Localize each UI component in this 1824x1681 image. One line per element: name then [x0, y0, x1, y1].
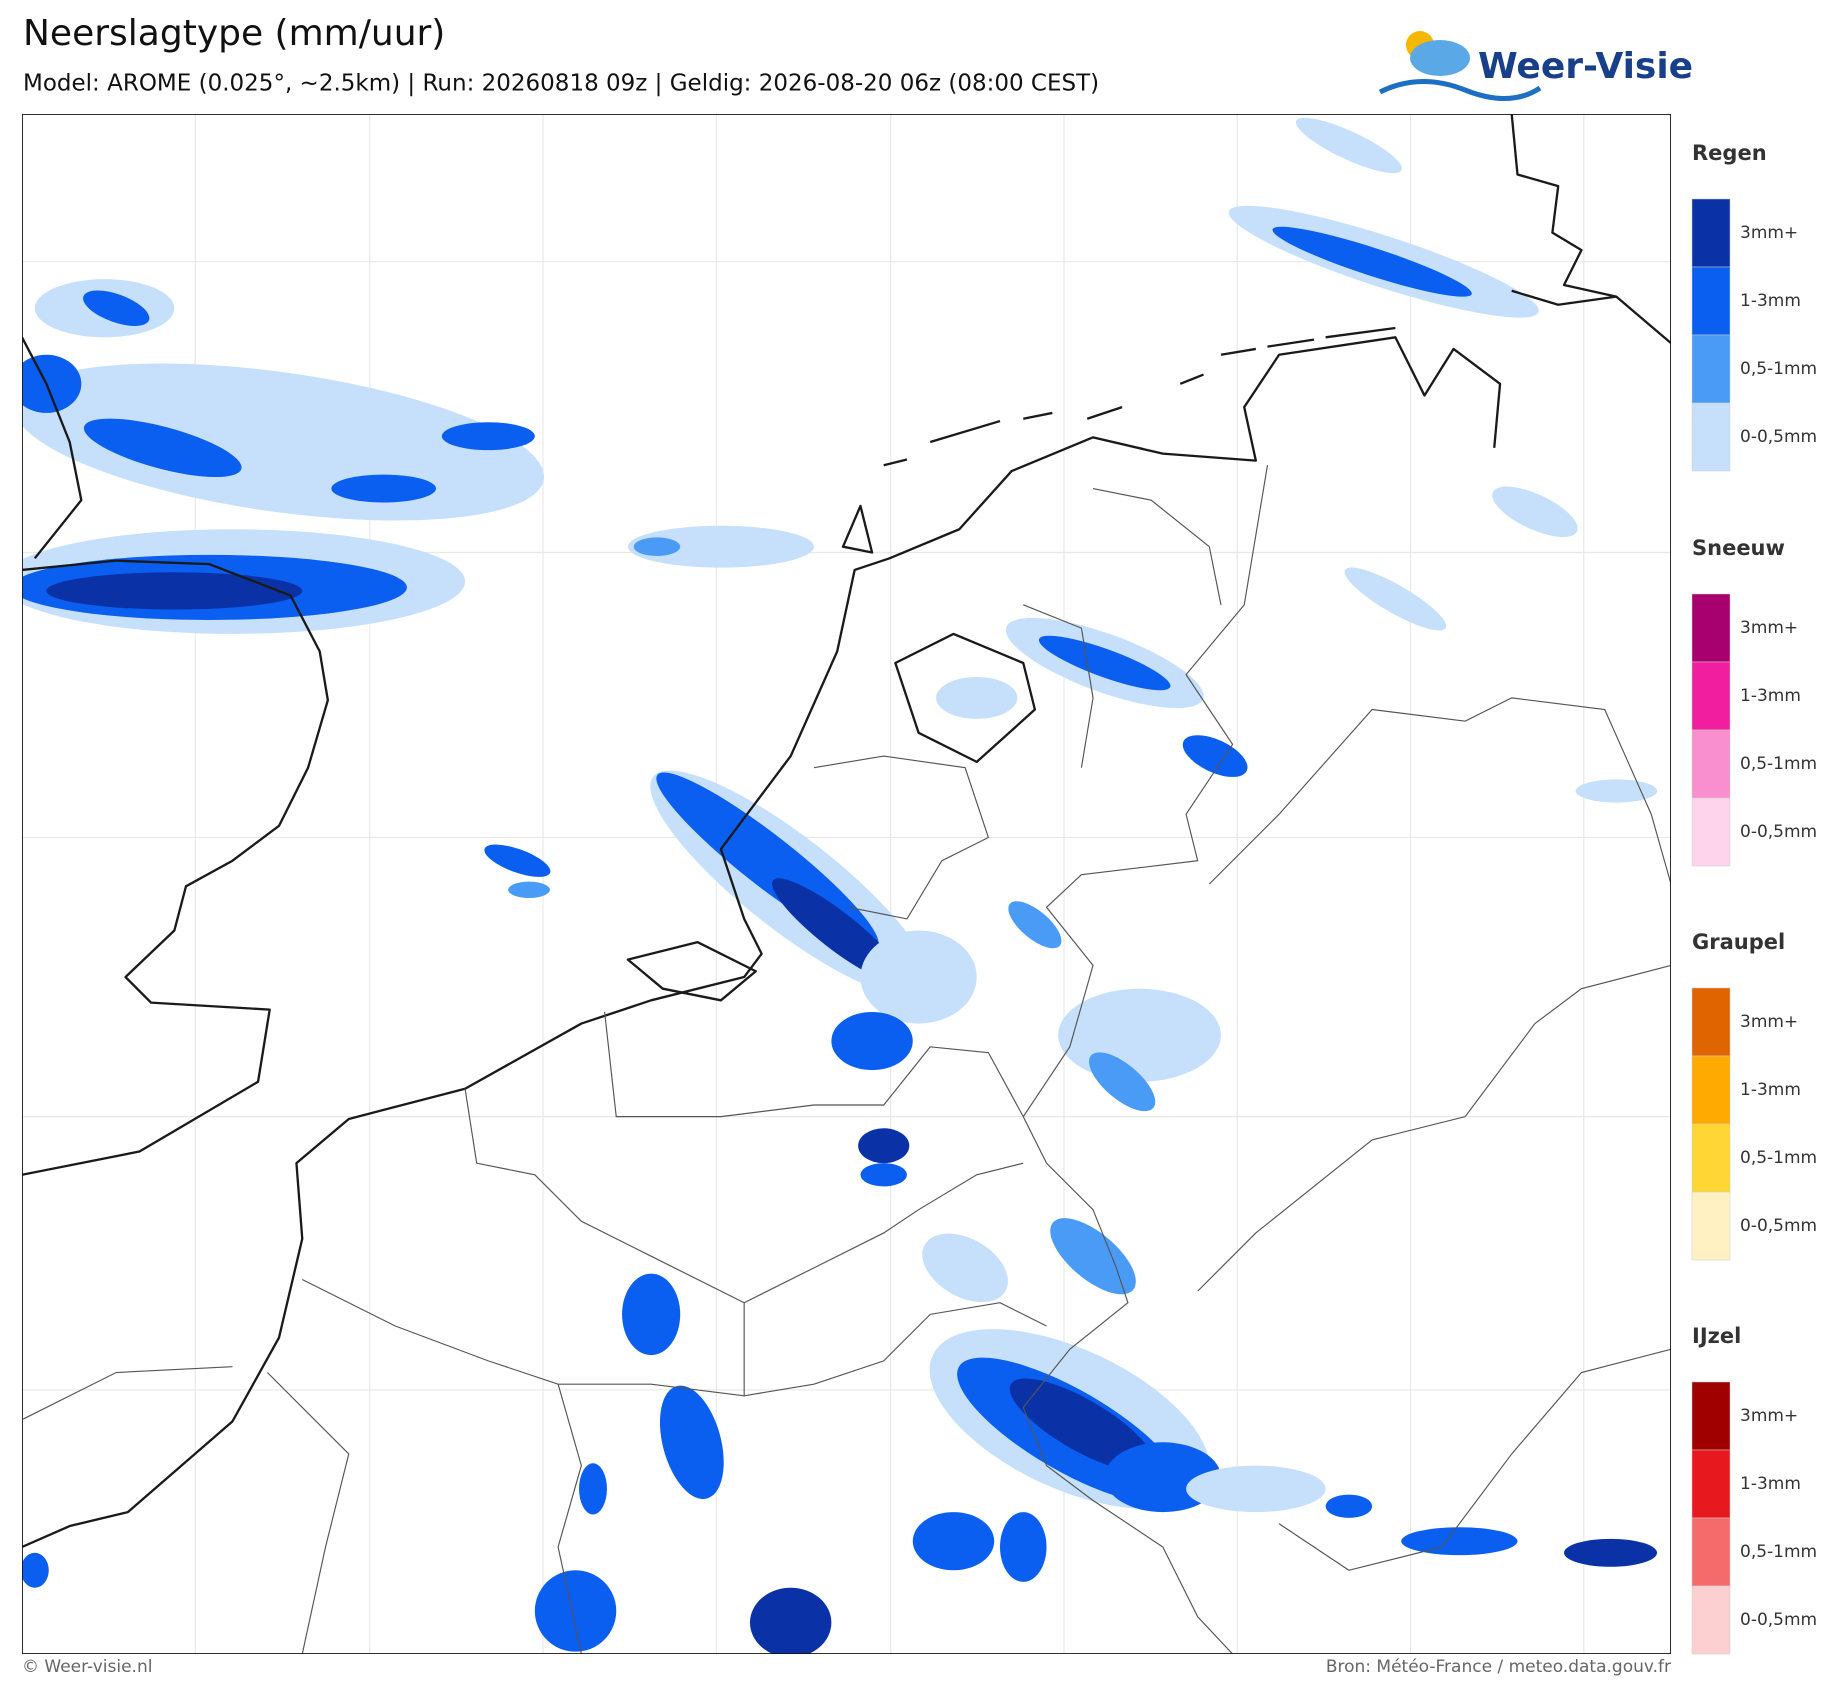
- legend-label: 0-0,5mm: [1740, 822, 1817, 842]
- precipitation: [22, 117, 1658, 1654]
- legend-label: 1-3mm: [1740, 1080, 1801, 1100]
- legend-label: 3mm+: [1740, 618, 1798, 638]
- legend-swatch: [1691, 797, 1731, 867]
- legend-label: 0,5-1mm: [1740, 359, 1817, 379]
- legend-label: 0-0,5mm: [1740, 1610, 1817, 1630]
- title: Neerslagtype (mm/uur): [23, 13, 445, 54]
- legend-label: 1-3mm: [1740, 291, 1801, 311]
- legend-title: Regen: [1692, 141, 1767, 165]
- legend-swatch: [1691, 1055, 1731, 1125]
- legend-title: IJzel: [1692, 1324, 1741, 1348]
- legend-label: 1-3mm: [1740, 686, 1801, 706]
- legend-swatch: [1691, 1123, 1731, 1193]
- legend-label: 0,5-1mm: [1740, 754, 1817, 774]
- logo-cloud: [1410, 40, 1470, 76]
- logo-text: Weer-Visie: [1478, 46, 1693, 87]
- legend-swatch: [1691, 987, 1731, 1057]
- borders: [22, 465, 1671, 1654]
- subtitle: Model: AROME (0.025°, ~2.5km) | Run: 202…: [23, 71, 1099, 97]
- logo: Weer-Visie: [1378, 31, 1693, 101]
- legend-title: Graupel: [1692, 930, 1785, 954]
- footer-left: © Weer-visie.nl: [22, 1657, 152, 1677]
- legend-label: 0,5-1mm: [1740, 1148, 1817, 1168]
- legend-swatch: [1691, 1585, 1731, 1655]
- legend-swatch: [1691, 1449, 1731, 1519]
- legend: Regen 3mm+ 1-3mm 0,5-1mm 0-0,5mm Sneeuw 3mm+ 1-…: [1691, 141, 1817, 1655]
- legend-label: 1-3mm: [1740, 1474, 1801, 1494]
- legend-label: 3mm+: [1740, 1406, 1798, 1426]
- legend-swatch: [1691, 266, 1731, 336]
- footer-right: Bron: Météo-France / meteo.data.gouv.fr: [1326, 1657, 1671, 1677]
- logo-wave: [1378, 79, 1542, 101]
- map: [22, 114, 1671, 1654]
- legend-swatch: [1691, 729, 1731, 799]
- legend-label: 0,5-1mm: [1740, 1542, 1817, 1562]
- legend-title: Sneeuw: [1692, 536, 1785, 560]
- legend-label: 3mm+: [1740, 1012, 1798, 1032]
- legend-label: 3mm+: [1740, 223, 1798, 243]
- legend-swatch: [1691, 1191, 1731, 1261]
- legend-swatch: [1691, 1381, 1731, 1451]
- legend-swatch: [1691, 402, 1731, 472]
- legend-swatch: [1691, 1517, 1731, 1587]
- legend-swatch: [1691, 593, 1731, 663]
- legend-label: 0-0,5mm: [1740, 427, 1817, 447]
- legend-swatch: [1691, 198, 1731, 268]
- legend-swatch: [1691, 661, 1731, 731]
- coastlines: [22, 114, 1671, 1549]
- legend-label: 0-0,5mm: [1740, 1216, 1817, 1236]
- legend-swatch: [1691, 334, 1731, 404]
